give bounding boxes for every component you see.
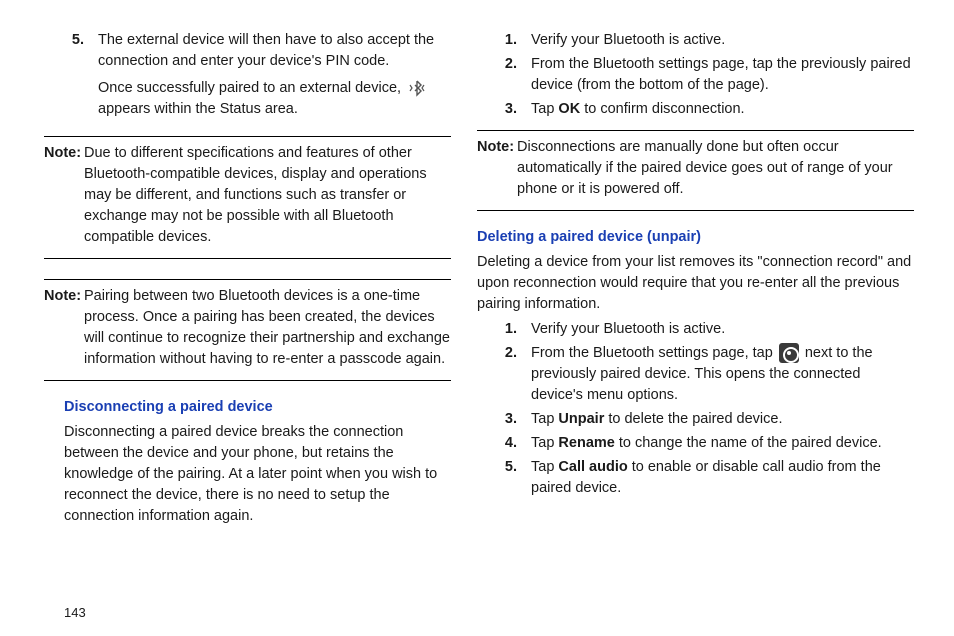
step-body: From the Bluetooth settings page, tap th…	[531, 54, 914, 96]
note-body: Pairing between two Bluetooth devices is…	[84, 286, 451, 370]
step-body: Tap Rename to change the name of the pai…	[531, 433, 914, 454]
bold: Unpair	[558, 411, 604, 427]
note-rule	[477, 210, 914, 211]
step-number: 3.	[497, 409, 531, 430]
disconnect-heading: Disconnecting a paired device	[44, 397, 451, 418]
del-step-1: 1. Verify your Bluetooth is active.	[497, 319, 914, 340]
note-label: Note:	[477, 137, 517, 200]
post: to change the name of the paired device.	[615, 435, 882, 451]
disconnect-body: Disconnecting a paired device breaks the…	[44, 422, 451, 527]
del-step-2: 2. From the Bluetooth settings page, tap…	[497, 343, 914, 406]
step-number: 1.	[497, 319, 531, 340]
step-body: From the Bluetooth settings page, tap ne…	[531, 343, 914, 406]
note-1: Note: Due to different specifications an…	[44, 143, 451, 248]
pre: Tap	[531, 435, 558, 451]
del-step-5: 5. Tap Call audio to enable or disable c…	[497, 457, 914, 499]
step-number: 4.	[497, 433, 531, 454]
note-rule	[44, 136, 451, 137]
step-number: 3.	[497, 99, 531, 120]
pre: Tap	[531, 411, 558, 427]
disc-step-3: 3. Tap OK to confirm disconnection.	[497, 99, 914, 120]
del-step-4: 4. Tap Rename to change the name of the …	[497, 433, 914, 454]
step-body: Verify your Bluetooth is active.	[531, 30, 914, 51]
step-body: Tap OK to confirm disconnection.	[531, 99, 914, 120]
note-disconnect: Note: Disconnections are manually done b…	[477, 137, 914, 200]
step-5-pre: Once successfully paired to an external …	[98, 80, 405, 96]
note-body: Disconnections are manually done but oft…	[517, 137, 914, 200]
post: to delete the paired device.	[604, 411, 782, 427]
note-label: Note:	[44, 286, 84, 370]
note-2: Note: Pairing between two Bluetooth devi…	[44, 286, 451, 370]
step-5-text-2: Once successfully paired to an external …	[98, 78, 451, 120]
step-body: Verify your Bluetooth is active.	[531, 319, 914, 340]
step-5: 5. The external device will then have to…	[64, 30, 451, 126]
disc-step-1: 1. Verify your Bluetooth is active.	[497, 30, 914, 51]
note-rule	[44, 279, 451, 280]
note-body: Due to different specifications and feat…	[84, 143, 451, 248]
step-body: Tap Unpair to delete the paired device.	[531, 409, 914, 430]
page-number: 143	[64, 605, 86, 620]
bold: OK	[558, 101, 580, 117]
step-5-post: appears within the Status area.	[98, 101, 298, 117]
step-number: 5.	[64, 30, 98, 126]
delete-heading: Deleting a paired device (unpair)	[477, 227, 914, 248]
bold: Rename	[558, 435, 614, 451]
disc-step-2: 2. From the Bluetooth settings page, tap…	[497, 54, 914, 96]
left-column: 5. The external device will then have to…	[40, 30, 477, 618]
note-rule	[44, 380, 451, 381]
delete-body: Deleting a device from your list removes…	[477, 252, 914, 315]
pre: Tap	[531, 101, 558, 117]
bluetooth-paired-icon	[407, 79, 427, 97]
step-body: The external device will then have to al…	[98, 30, 451, 126]
step-number: 2.	[497, 343, 531, 406]
step-body: Tap Call audio to enable or disable call…	[531, 457, 914, 499]
settings-gear-icon	[779, 343, 799, 363]
note-label: Note:	[44, 143, 84, 248]
right-column: 1. Verify your Bluetooth is active. 2. F…	[477, 30, 914, 618]
step-number: 1.	[497, 30, 531, 51]
note-rule	[44, 258, 451, 259]
step-number: 5.	[497, 457, 531, 499]
pre: From the Bluetooth settings page, tap	[531, 345, 777, 361]
note-rule	[477, 130, 914, 131]
manual-page: 5. The external device will then have to…	[0, 0, 954, 636]
post: to confirm disconnection.	[580, 101, 744, 117]
bold: Call audio	[558, 459, 627, 475]
step-5-text-1: The external device will then have to al…	[98, 30, 451, 72]
step-number: 2.	[497, 54, 531, 96]
del-step-3: 3. Tap Unpair to delete the paired devic…	[497, 409, 914, 430]
pre: Tap	[531, 459, 558, 475]
